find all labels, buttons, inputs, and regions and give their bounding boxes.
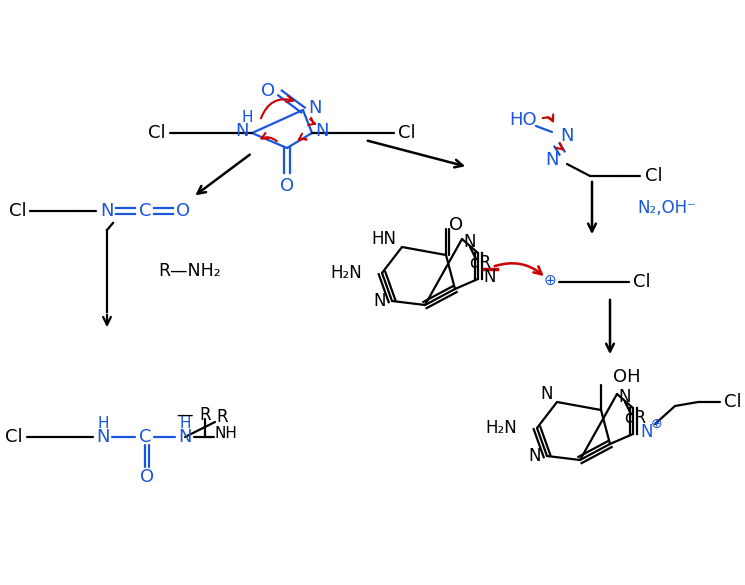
Text: OH: OH: [613, 368, 641, 386]
Text: H: H: [180, 415, 191, 431]
Text: HN: HN: [372, 230, 396, 248]
Text: N: N: [529, 447, 542, 465]
Text: N₂,OH⁻: N₂,OH⁻: [637, 199, 696, 217]
Text: N: N: [235, 122, 249, 140]
Text: R—NH₂: R—NH₂: [158, 262, 221, 280]
Text: N: N: [463, 233, 476, 251]
Text: C: C: [139, 202, 151, 220]
Text: N: N: [374, 292, 386, 310]
Text: ⊕: ⊕: [651, 417, 663, 431]
Text: Cl: Cl: [5, 428, 23, 446]
Text: N: N: [178, 428, 191, 446]
Text: R: R: [216, 408, 228, 426]
Text: Cl: Cl: [398, 124, 416, 142]
Text: Cl: Cl: [9, 202, 27, 220]
Text: dR: dR: [469, 254, 491, 272]
Text: R: R: [199, 406, 211, 424]
Text: —: —: [177, 406, 193, 424]
Text: Cl: Cl: [148, 124, 166, 142]
Text: Cl: Cl: [724, 393, 742, 411]
Text: H: H: [241, 111, 253, 126]
Text: N: N: [541, 385, 554, 403]
Text: NH: NH: [215, 425, 238, 441]
Text: N: N: [308, 99, 322, 117]
Text: O: O: [176, 202, 190, 220]
Text: N: N: [641, 423, 653, 441]
Text: N: N: [619, 388, 631, 406]
Text: Cl: Cl: [645, 167, 663, 185]
Text: C: C: [139, 428, 151, 446]
Text: O: O: [261, 82, 275, 100]
Text: N: N: [96, 428, 110, 446]
Text: HO: HO: [509, 111, 537, 129]
Text: O: O: [280, 177, 294, 195]
Text: Cl: Cl: [633, 273, 651, 291]
Text: N: N: [545, 151, 559, 169]
Text: ⊕: ⊕: [544, 273, 557, 287]
Text: N: N: [484, 268, 496, 286]
Text: H₂N: H₂N: [485, 419, 517, 437]
Text: N: N: [101, 202, 114, 220]
Text: N: N: [560, 127, 574, 145]
Text: H₂N: H₂N: [330, 264, 362, 282]
Text: H: H: [98, 415, 109, 431]
Text: N: N: [315, 122, 329, 140]
Text: O: O: [449, 216, 463, 234]
Text: O: O: [140, 468, 154, 486]
Text: dR: dR: [624, 409, 646, 427]
